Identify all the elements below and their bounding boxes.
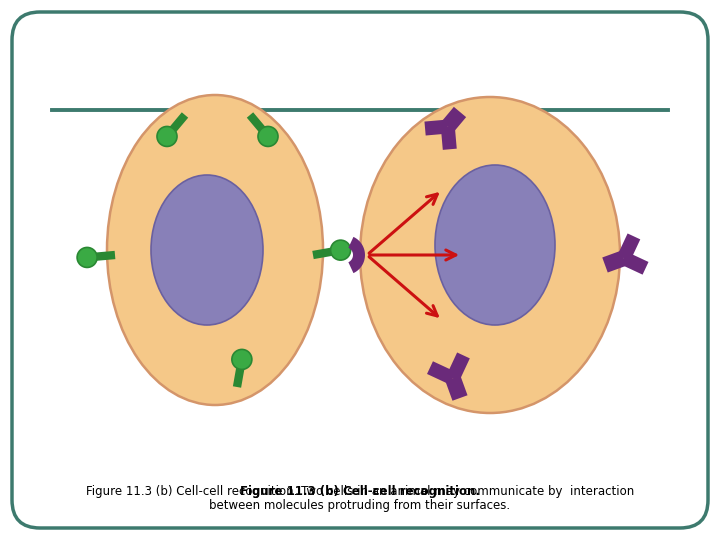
Polygon shape	[446, 353, 470, 381]
Text: Figure 11.3 (b) Cell-cell recognition.: Figure 11.3 (b) Cell-cell recognition.	[240, 485, 480, 498]
Circle shape	[258, 126, 278, 146]
Circle shape	[157, 126, 177, 146]
Circle shape	[330, 240, 351, 260]
Polygon shape	[441, 107, 466, 132]
Ellipse shape	[435, 165, 555, 325]
FancyBboxPatch shape	[12, 12, 708, 528]
Polygon shape	[618, 233, 640, 261]
Polygon shape	[621, 252, 649, 275]
Polygon shape	[427, 361, 456, 384]
Polygon shape	[441, 126, 456, 150]
Polygon shape	[602, 251, 626, 273]
Text: Figure 11.3 (b) Cell-cell recognition. Two cells in an animal may communicate by: Figure 11.3 (b) Cell-cell recognition. T…	[86, 485, 634, 498]
Polygon shape	[348, 237, 365, 273]
Circle shape	[77, 247, 97, 267]
Ellipse shape	[151, 175, 263, 325]
Ellipse shape	[360, 97, 620, 413]
Polygon shape	[425, 119, 449, 136]
Ellipse shape	[107, 95, 323, 405]
Circle shape	[232, 349, 252, 369]
Text: between molecules protruding from their surfaces.: between molecules protruding from their …	[210, 500, 510, 512]
Polygon shape	[445, 375, 467, 401]
